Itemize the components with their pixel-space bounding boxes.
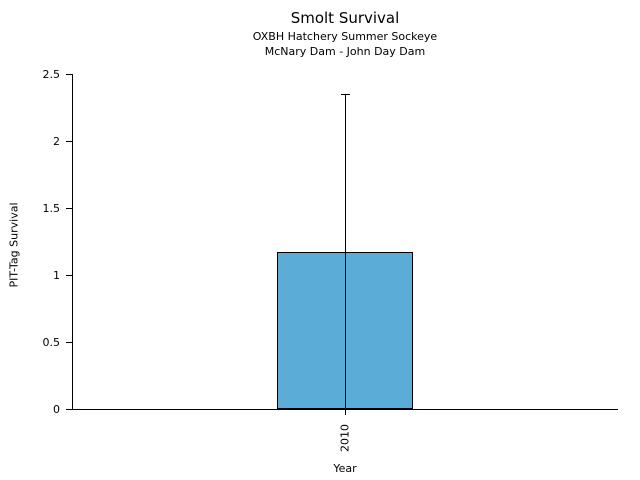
x-tick-mark [344,410,346,415]
y-tick-label: 2 [53,134,60,148]
y-tick-mark [66,73,72,75]
y-tick-label: 1.5 [42,201,61,215]
y-tick-label: 2.5 [42,67,61,81]
y-tick-mark [66,207,72,209]
chart-subtitle-line1: OXBH Hatchery Summer Sockeye [252,30,438,43]
y-axis-spine [72,74,73,410]
x-tick-label: 2010 [338,424,352,452]
y-tick-label: 1 [53,268,60,282]
error-bar-line [344,94,346,409]
x-axis-spine [72,409,618,410]
y-tick-label: 0 [53,402,60,416]
chart-subtitle-line2: McNary Dam - John Day Dam [264,45,426,58]
error-bar-cap [340,94,350,96]
chart-title: Smolt Survival [290,9,400,27]
x-axis-label: Year [333,462,357,475]
y-tick-mark [66,140,72,142]
y-tick-mark [66,408,72,410]
plot-area: 0 0.5 1 1.5 2 2.5 2010 [43,68,618,452]
y-tick-mark [66,274,72,276]
y-tick-mark [66,341,72,343]
y-tick-label: 0.5 [42,335,61,349]
